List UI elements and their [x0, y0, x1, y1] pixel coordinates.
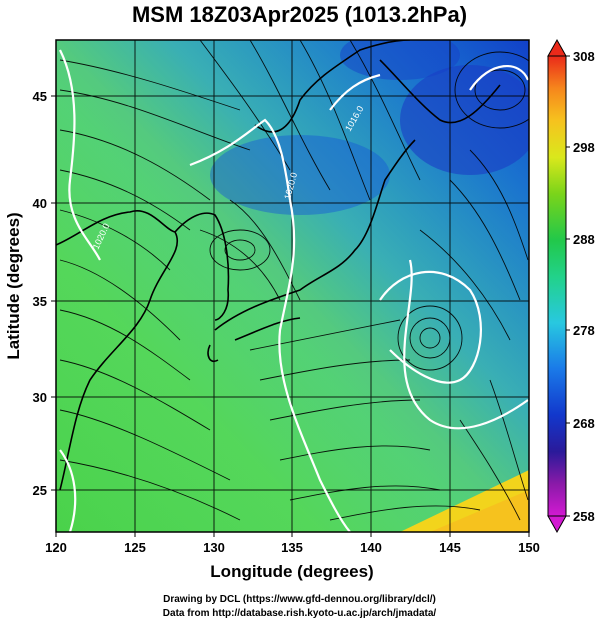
- y-tick-label: 35: [33, 294, 47, 309]
- pressure-contours: [59, 49, 529, 532]
- x-tick-label: 130: [203, 540, 225, 555]
- coastlines: [56, 40, 501, 491]
- x-axis-label: Longitude (degrees): [210, 562, 373, 581]
- y-tick-label: 45: [33, 89, 47, 104]
- x-tick-label: 120: [45, 540, 67, 555]
- colorbar-min-arrow: [547, 515, 567, 534]
- y-tick-label: 40: [33, 196, 47, 211]
- chart-title: MSM 18Z03Apr2025 (1013.2hPa): [131, 2, 468, 27]
- graticule: [56, 40, 529, 532]
- x-tick-label: 125: [124, 540, 146, 555]
- colorbar-tick: 258: [573, 509, 595, 524]
- y-axis-label: Latitude (degrees): [4, 212, 23, 359]
- colorbar: 308 298 288 278 268 258: [547, 38, 595, 534]
- colorbar-tick: 268: [573, 416, 595, 431]
- colorbar-max-arrow: [547, 38, 567, 57]
- colorbar-tick: 308: [573, 49, 595, 64]
- y-axis: 45 40 35 30 25 Latitude (degrees): [4, 89, 56, 498]
- credit-data: Data from http://database.rish.kyoto-u.a…: [162, 608, 437, 619]
- x-tick-label: 140: [360, 540, 382, 555]
- y-tick-label: 30: [33, 390, 47, 405]
- colorbar-tick: 298: [573, 140, 595, 155]
- y-tick-label: 25: [33, 483, 47, 498]
- colorbar-tick: 288: [573, 232, 595, 247]
- x-tick-label: 145: [439, 540, 461, 555]
- colorbar-scale: [547, 55, 567, 517]
- colorbar-tick: 278: [573, 323, 595, 338]
- x-tick-label: 135: [281, 540, 303, 555]
- credit-drawing: Drawing by DCL (https://www.gfd-dennou.o…: [163, 594, 436, 605]
- x-tick-label: 150: [518, 540, 540, 555]
- x-axis: 120 125 130 135 140 145 150 Longitude (d…: [45, 532, 540, 581]
